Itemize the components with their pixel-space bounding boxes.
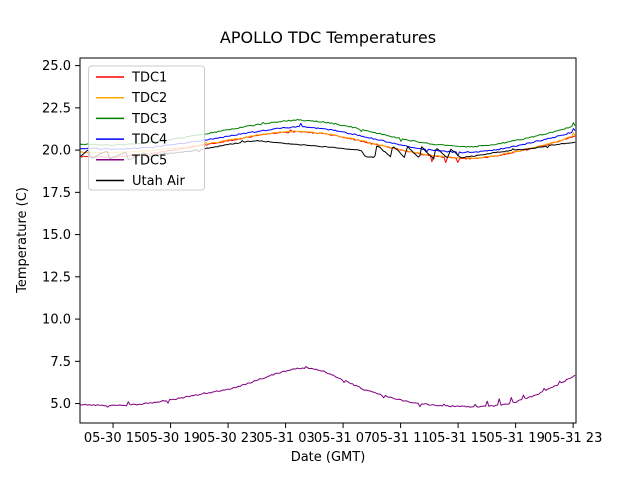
- y-tick-label: 10.0: [42, 313, 71, 328]
- y-axis-label: Temperature (C): [15, 187, 30, 294]
- y-tick-label: 25.0: [42, 59, 71, 74]
- x-axis-label: Date (GMT): [291, 450, 366, 465]
- y-tick-label: 20.0: [42, 144, 71, 159]
- y-tick-label: 17.5: [42, 186, 71, 201]
- x-tick-label: 05-31 15: [429, 431, 487, 446]
- x-tick-label: 05-30 23: [199, 431, 257, 446]
- plot-frame: [79, 57, 577, 424]
- legend-label-tdc2: TDC2: [131, 91, 167, 106]
- legend-label-tdc1: TDC1: [131, 71, 167, 86]
- legend-label-tdc3: TDC3: [131, 112, 167, 127]
- x-tick-label: 05-31 23: [544, 431, 602, 446]
- x-tick-label: 05-31 07: [314, 431, 372, 446]
- x-tick-label: 05-30 19: [141, 431, 199, 446]
- legend-label-tdc4: TDC4: [131, 133, 167, 148]
- x-tick-label: 05-30 15: [84, 431, 142, 446]
- x-tick-label: 05-31 19: [486, 431, 544, 446]
- y-tick-label: 5.0: [50, 397, 71, 412]
- y-tick-label: 22.5: [42, 101, 71, 116]
- y-tick-label: 15.0: [42, 228, 71, 243]
- chart-title: APOLLO TDC Temperatures: [220, 28, 436, 47]
- y-tick-label: 12.5: [42, 270, 71, 285]
- legend-label-tdc5: TDC5: [131, 153, 167, 168]
- y-tick-label: 7.5: [50, 355, 71, 370]
- legend: TDC1 TDC2 TDC3 TDC4 TDC5 Utah Air: [88, 65, 205, 191]
- x-tick-label: 05-31 03: [256, 431, 314, 446]
- series-tdc5: [79, 366, 576, 408]
- legend-label-utah-air: Utah Air: [132, 174, 185, 189]
- x-tick-label: 05-31 11: [371, 431, 429, 446]
- x-axis-ticks: 05-30 15 05-30 19 05-30 23 05-31 03 05-31 07…: [84, 423, 602, 446]
- y-axis-ticks: 5.0 7.5 10.0 12.5 15.0 17.5 20.0 22.5 25.0: [42, 59, 80, 412]
